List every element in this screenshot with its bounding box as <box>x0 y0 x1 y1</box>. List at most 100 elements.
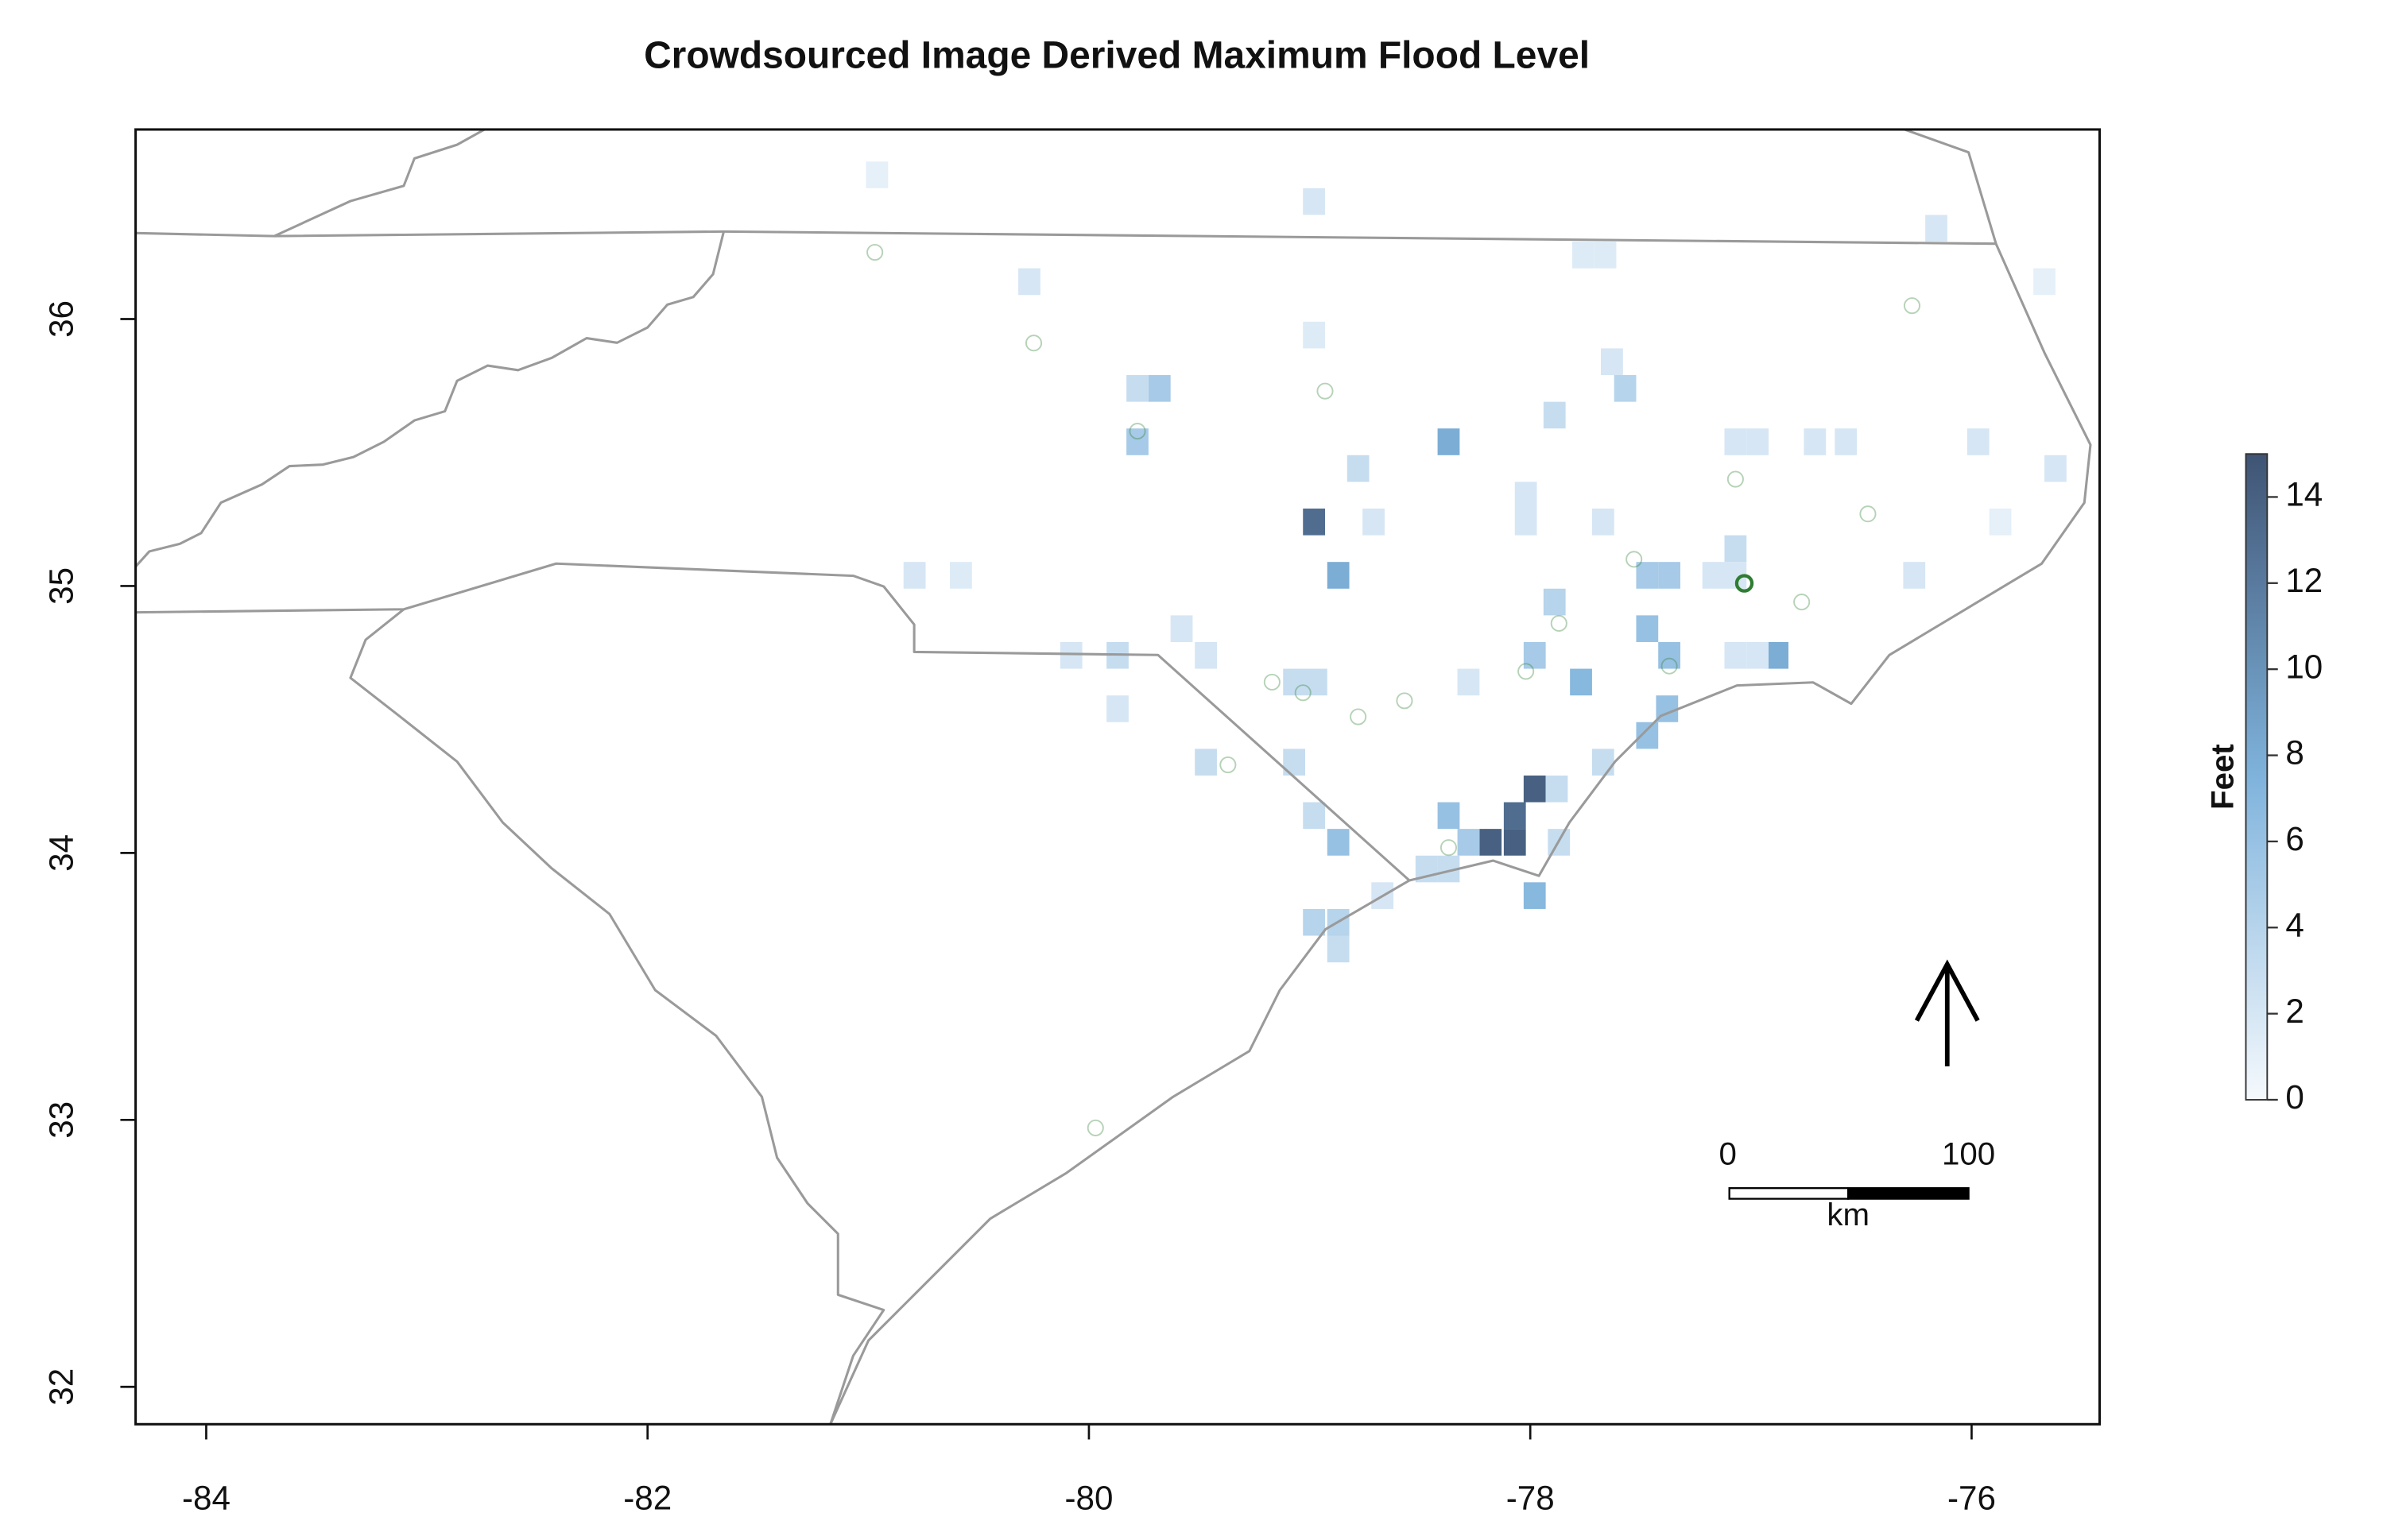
flood-cell <box>1503 829 1526 856</box>
observation-point <box>1734 574 1754 593</box>
flood-cell <box>1126 375 1149 402</box>
observation-point <box>1439 839 1458 857</box>
colorbar-ramp <box>2245 453 2269 1101</box>
flood-cell <box>1170 615 1193 642</box>
scale-segment <box>1847 1187 1970 1200</box>
flood-cell <box>1614 375 1637 402</box>
colorbar-tick-label: 12 <box>2285 562 2323 599</box>
observation-point <box>866 243 884 261</box>
flood-cell <box>1766 641 1789 669</box>
flood-cell <box>1195 641 1217 669</box>
flood-cell <box>1523 882 1546 909</box>
flood-cell <box>2044 455 2067 482</box>
flood-cell <box>2033 268 2056 296</box>
x-tick-label: -78 <box>1506 1479 1555 1516</box>
border <box>135 562 1411 882</box>
flood-cell <box>1543 401 1566 429</box>
flood-cell <box>1523 641 1546 669</box>
flood-cell <box>1591 508 1614 536</box>
flood-cell <box>1724 535 1747 563</box>
flood-cell <box>1305 668 1327 696</box>
observation-point <box>1726 470 1744 488</box>
flood-cell <box>1903 562 1926 589</box>
observation-point <box>1903 297 1921 315</box>
scale-label: 0 <box>1719 1136 1737 1172</box>
colorbar-tick-label: 0 <box>2285 1078 2304 1116</box>
x-tick-label: -84 <box>182 1479 231 1516</box>
flood-cell <box>1571 242 1594 269</box>
border <box>135 230 1997 246</box>
arrow-head <box>1914 959 1980 1022</box>
flood-cell <box>1594 242 1617 269</box>
colorbar-tick-label: 2 <box>2285 992 2304 1030</box>
observation-point <box>1859 505 1877 523</box>
observation-point <box>1087 1119 1104 1136</box>
observation-point <box>1294 684 1312 702</box>
flood-cell <box>1966 428 1990 455</box>
flood-cell <box>1457 829 1480 856</box>
flood-cell <box>1724 641 1747 669</box>
observation-point <box>1129 423 1146 440</box>
flood-cell <box>1303 908 1325 936</box>
y-tick-label: 36 <box>43 300 80 338</box>
flood-cell <box>1523 775 1546 803</box>
colorbar: Feet 0 2 4 6 8 10 12 14 <box>2204 453 2323 1116</box>
flood-cell <box>1804 428 1827 455</box>
flood-cell <box>1195 749 1217 776</box>
observation-point <box>1396 692 1413 710</box>
flood-cell <box>1126 428 1149 455</box>
y-tick-label: 35 <box>43 567 80 605</box>
flood-cell <box>1327 935 1350 963</box>
flood-cell <box>1018 268 1040 296</box>
observation-point <box>1263 673 1281 691</box>
x-tick-label: -80 <box>1064 1479 1113 1516</box>
border <box>273 129 486 238</box>
flood-cell <box>1283 668 1306 696</box>
flood-cell <box>1346 455 1370 482</box>
y-tick-label: 34 <box>43 834 80 872</box>
observation-point <box>1350 708 1367 726</box>
border <box>349 608 885 1425</box>
flood-cell <box>1457 668 1480 696</box>
colorbar-tick-label: 14 <box>2285 476 2323 513</box>
observation-point <box>1660 657 1678 675</box>
flood-cell <box>1636 562 1659 589</box>
flood-cell <box>1989 508 2012 536</box>
y-tick-label: 32 <box>43 1368 80 1406</box>
flood-cell <box>1702 562 1725 589</box>
flood-cell <box>1835 428 1858 455</box>
scale-bar: 0 100 km <box>1719 1136 1996 1233</box>
flood-cell <box>1437 802 1460 830</box>
x-tick-label: -82 <box>623 1479 672 1516</box>
flood-cell <box>866 161 889 188</box>
colorbar-tick-label: 10 <box>2285 648 2323 685</box>
plot-frame <box>134 128 2101 1426</box>
flood-cell <box>1925 215 1947 242</box>
flood-cell <box>903 562 926 589</box>
y-tick-label: 33 <box>43 1101 80 1139</box>
flood-cell <box>1303 321 1325 349</box>
flood-cell <box>1636 615 1659 642</box>
state-borders <box>135 129 2092 1425</box>
border <box>829 129 2092 1425</box>
flood-cell <box>1514 482 1537 509</box>
scale-label: 100 <box>1942 1136 1995 1172</box>
flood-cell <box>1362 508 1385 536</box>
flood-cell <box>1503 802 1526 830</box>
colorbar-tick-label: 4 <box>2285 906 2304 943</box>
colorbar-label: Feet <box>2204 744 2240 810</box>
observation-point <box>1025 335 1043 352</box>
flood-cell <box>1746 641 1769 669</box>
north-arrow <box>1914 959 1980 1066</box>
observation-point <box>1517 663 1535 680</box>
border <box>135 231 726 568</box>
flood-cell <box>1106 695 1129 722</box>
flood-cell <box>1601 348 1623 376</box>
observation-point <box>1550 614 1567 632</box>
flood-cell <box>1437 428 1460 455</box>
flood-cell <box>1303 188 1325 215</box>
observation-point <box>1219 756 1237 774</box>
observations <box>866 243 1921 1136</box>
observation-point <box>1625 551 1643 568</box>
